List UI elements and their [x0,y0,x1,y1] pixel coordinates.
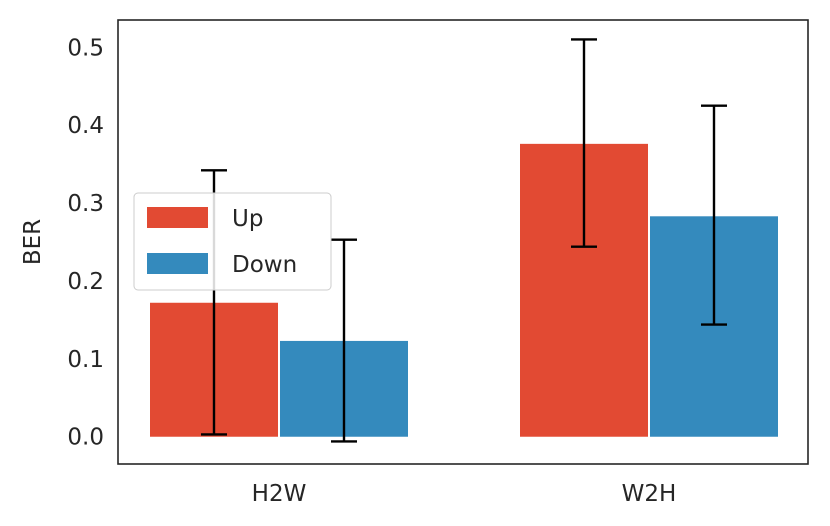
y-tick-label: 0.0 [67,425,104,451]
y-tick-label: 0.4 [67,113,104,139]
error-bar-down-w2h [701,104,727,326]
y-tick-label: 0.2 [67,269,104,295]
x-tick-label-h2w: H2W [252,481,307,507]
y-tick-label: 0.5 [67,35,104,61]
error-bar-up-w2h [571,38,597,248]
legend-label-down: Down [232,252,297,278]
x-tick-label-w2h: W2H [622,481,677,507]
legend-label-up: Up [232,206,263,232]
y-tick-label: 0.1 [67,347,104,373]
error-bar-down-h2w [331,238,357,443]
y-axis-ticks: 0.0 0.1 0.2 0.3 0.4 0.5 [67,35,104,450]
legend-swatch-up [147,207,208,228]
legend: Up Down [133,192,332,291]
x-axis-ticks: H2W W2H [252,481,677,507]
plot-frame [117,19,809,465]
y-tick-label: 0.3 [67,191,104,217]
y-axis-label: BER [20,219,46,265]
legend-swatch-down [147,253,208,274]
